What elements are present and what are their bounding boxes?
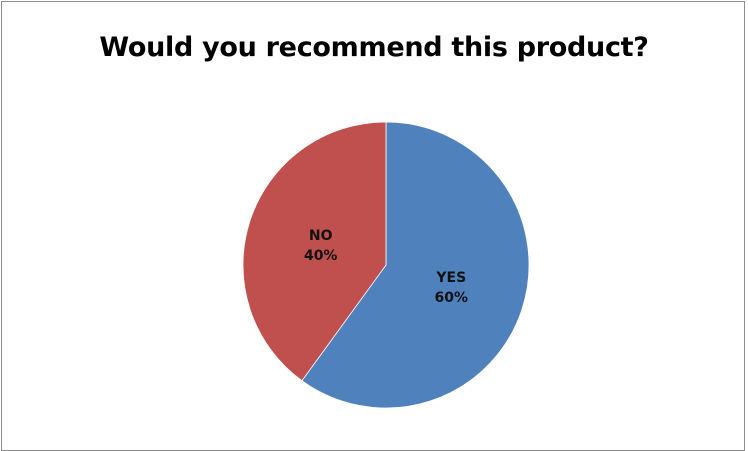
slice-value-yes: 60% [435,290,469,306]
slice-value-no: 40% [304,248,338,264]
chart-title: Would you recommend this product? [99,32,649,63]
pie-labels: YES 60% NO 40% [304,228,468,306]
pie-slices [242,121,530,409]
pie-chart: YES 60% NO 40% [242,121,530,409]
slice-label-no: NO [309,228,333,244]
pie-slice-yes [301,121,530,409]
pie-slice-no [242,121,387,382]
slice-label-yes: YES [435,270,466,286]
